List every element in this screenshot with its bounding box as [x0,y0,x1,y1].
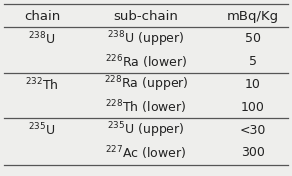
Text: $^{228}$Ra (upper): $^{228}$Ra (upper) [104,75,188,94]
Text: 300: 300 [241,146,265,159]
Text: $^{227}$Ac (lower): $^{227}$Ac (lower) [105,144,187,162]
Text: $^{235}$U (upper): $^{235}$U (upper) [107,120,185,140]
Text: $^{226}$Ra (lower): $^{226}$Ra (lower) [105,53,187,71]
Text: $^{232}$Th: $^{232}$Th [25,76,59,93]
Text: mBq/Kg: mBq/Kg [227,10,279,23]
Text: 50: 50 [245,33,261,46]
Text: $^{238}$U (upper): $^{238}$U (upper) [107,29,185,49]
Text: $^{228}$Th (lower): $^{228}$Th (lower) [105,99,187,116]
Text: chain: chain [24,10,60,23]
Text: 5: 5 [249,55,257,68]
Text: $^{238}$U: $^{238}$U [28,31,55,47]
Text: 10: 10 [245,78,261,91]
Text: sub-chain: sub-chain [114,10,178,23]
Text: <30: <30 [240,124,266,137]
Text: 100: 100 [241,101,265,114]
Text: $^{235}$U: $^{235}$U [28,122,55,139]
